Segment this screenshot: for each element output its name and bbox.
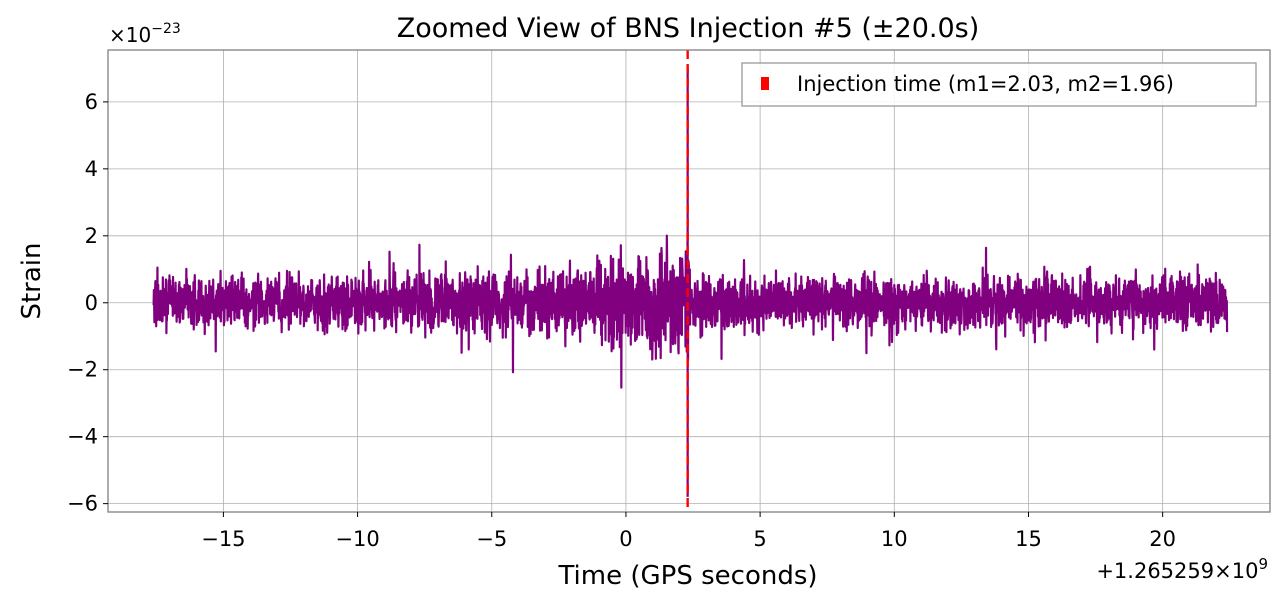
y-axis-label: Strain: [17, 242, 47, 319]
y-tick-label: −4: [67, 425, 98, 449]
legend-box: [741, 62, 1257, 107]
x-tick-label: 10: [881, 527, 908, 551]
y-tick-label: −6: [67, 492, 98, 516]
x-tick-label: 20: [1149, 527, 1176, 551]
svg-text:+1.265259×109: +1.265259×109: [1096, 555, 1268, 583]
legend-swatch: [761, 77, 769, 90]
x-tick-label: 5: [753, 527, 766, 551]
x-tick-label: −5: [476, 527, 507, 551]
y-tick-label: 0: [85, 291, 98, 315]
y-tick-label: −2: [67, 358, 98, 382]
x-tick-label: −15: [201, 527, 245, 551]
x-tick-label: 15: [1015, 527, 1042, 551]
grid: [108, 50, 1270, 512]
legend-label: Injection time (m1=2.03, m2=1.96): [797, 72, 1174, 96]
y-tick-label: 6: [85, 90, 98, 114]
y-scale-label: ×10−23: [109, 21, 181, 47]
x-tick-label: −10: [335, 527, 379, 551]
x-tick-label: 0: [619, 527, 632, 551]
svg-text:×10−23: ×10−23: [109, 21, 181, 47]
legend: Injection time (m1=2.03, m2=1.96): [741, 62, 1257, 107]
y-axis: −6 −4 −2 0 2 4 6: [67, 90, 108, 516]
y-tick-label: 2: [85, 224, 98, 248]
x-axis: −15 −10 −5 0 5 10 15 20: [201, 512, 1176, 551]
x-offset-label: +1.265259×109: [1096, 555, 1268, 583]
chart-title: Zoomed View of BNS Injection #5 (±20.0s): [397, 13, 979, 44]
x-axis-label: Time (GPS seconds): [557, 561, 817, 591]
plot-frame: [107, 49, 1271, 513]
y-tick-label: 4: [85, 157, 98, 181]
